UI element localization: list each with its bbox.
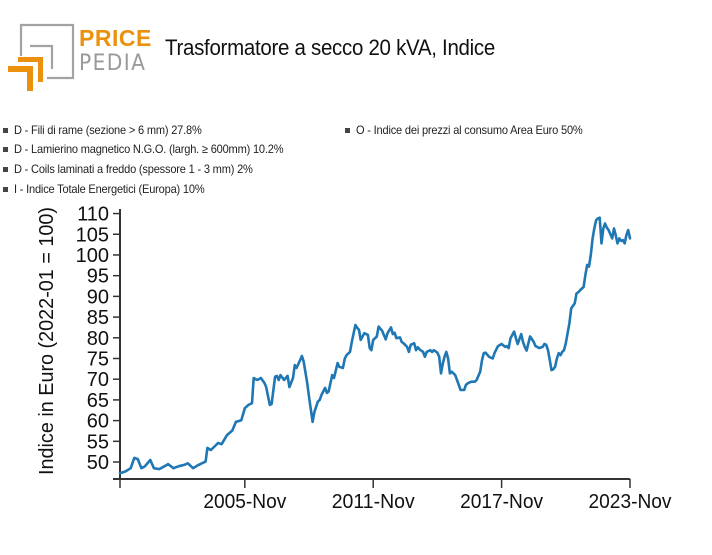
legend-marker-icon: [3, 127, 8, 133]
y-tick-label: 85: [87, 307, 109, 329]
logo-brand-pedia: PEDIA: [79, 51, 147, 76]
y-tick-label: 75: [87, 348, 109, 370]
legend-marker-icon: [3, 166, 8, 172]
x-tick-label: 2023-Nov: [589, 491, 672, 513]
y-tick-label: 65: [87, 390, 109, 412]
y-tick-label: 95: [87, 266, 109, 288]
logo-brand-price: PRICE: [79, 25, 152, 51]
legend-item[interactable]: D - Fili di rame (sezione > 6 mm) 27.8%: [0, 123, 218, 137]
x-tick-label: 2017-Nov: [460, 491, 543, 513]
y-tick-label: 60: [87, 411, 109, 433]
legend-label: O - Indice dei prezzi al consumo Area Eu…: [356, 123, 583, 137]
legend-item[interactable]: O - Indice dei prezzi al consumo Area Eu…: [342, 123, 602, 137]
legend-marker-icon: [3, 146, 8, 152]
x-tick-label: 2005-Nov: [203, 491, 286, 513]
y-axis-title: Indice in Euro (2022-01 = 100): [36, 207, 58, 475]
y-tick-label: 90: [87, 286, 109, 308]
legend-marker-icon: [345, 127, 350, 133]
y-tick-label: 105: [76, 224, 109, 246]
y-tick-label: 80: [87, 328, 109, 350]
legend-item[interactable]: D - Lamierino magnetico N.G.O. (largh. ≥…: [0, 142, 307, 156]
legend-marker-icon: [3, 186, 8, 192]
legend-label: D - Lamierino magnetico N.G.O. (largh. ≥…: [14, 142, 284, 156]
legend-item[interactable]: D - Coils laminati a freddo (spessore 1 …: [0, 162, 273, 176]
legend-item[interactable]: I - Indice Totale Energetici (Europa) 10…: [0, 182, 221, 196]
x-tick-label: 2011-Nov: [332, 491, 415, 513]
series-line: [118, 216, 632, 475]
legend-label: I - Indice Totale Energetici (Europa) 10…: [14, 182, 205, 196]
series-group: [118, 216, 632, 475]
legend-label: D - Fili di rame (sezione > 6 mm) 27.8%: [14, 123, 202, 137]
y-tick-label: 110: [77, 204, 109, 226]
chart-legend: D - Fili di rame (sezione > 6 mm) 27.8% …: [0, 120, 712, 200]
legend-label: D - Coils laminati a freddo (spessore 1 …: [14, 162, 253, 176]
pricepedia-logo[interactable]: PRICE PEDIA: [0, 20, 170, 95]
y-tick-label: 100: [76, 245, 109, 267]
y-tick-label: 70: [87, 369, 109, 391]
y-tick-label: 55: [87, 431, 109, 453]
y-tick-label: 50: [87, 452, 109, 474]
chart-title: Trasformatore a secco 20 kVA, Indice: [165, 35, 495, 60]
logo-mark-icon: [8, 23, 75, 91]
